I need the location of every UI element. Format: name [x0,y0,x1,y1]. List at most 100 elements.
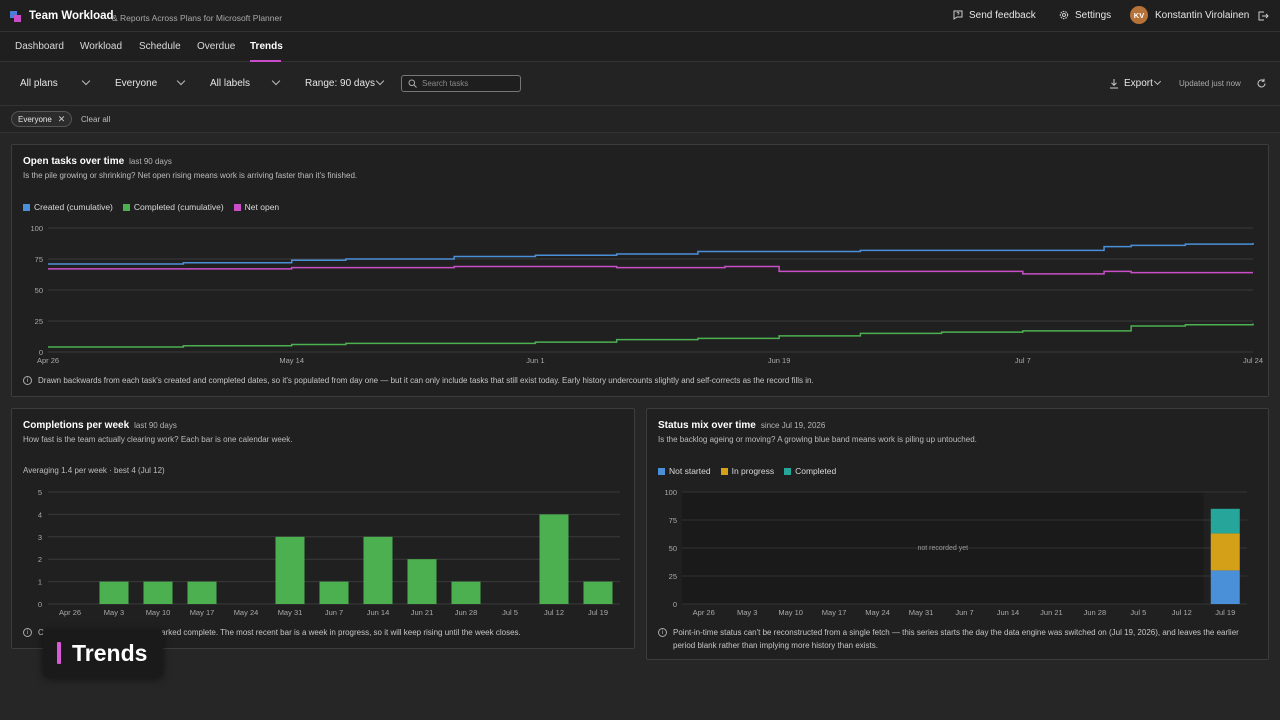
export-button[interactable]: Export [1124,78,1153,89]
x-tick-label: Jul 7 [1015,356,1031,365]
x-tick-label: Jul 19 [1215,608,1235,617]
bar [363,536,393,604]
completions-card: Completions per week last 90 days How fas… [11,408,635,649]
chevron-down-icon[interactable] [1153,77,1162,86]
badge-label: Trends [72,640,148,666]
x-tick-label: May 14 [279,356,304,365]
chevron-down-icon[interactable] [271,76,281,86]
x-tick-label: Jun 14 [997,608,1020,617]
completions-note-text: Counts a task in the week it was marked … [38,628,521,637]
updated-status: Updated just now [1179,79,1241,88]
x-tick-label: Jul 12 [1172,608,1192,617]
y-tick-label: 25 [35,317,43,326]
clear-all-link[interactable]: Clear all [81,115,111,124]
chevron-down-icon[interactable] [176,76,186,86]
open-tasks-note-text: Drawn backwards from each task's created… [38,376,814,385]
completions-bar-chart: 0 1 2 3 4 5 Apr 26 May 3 May 10 May 17 May 24 May 3… [38,488,620,617]
tab-trends[interactable]: Trends [250,41,283,52]
x-tick-label: Jul 12 [544,608,564,617]
y-tick-label: 50 [35,286,43,295]
x-tick-label: May 31 [278,608,303,617]
tab-schedule[interactable]: Schedule [139,41,181,52]
filter-bar: All plans Everyone All labels Range: 90 … [0,62,1280,106]
x-tick-label: Jun 28 [455,608,478,617]
tab-dashboard[interactable]: Dashboard [15,41,64,52]
y-tick-label: 100 [30,224,43,233]
tab-overdue[interactable]: Overdue [197,41,236,52]
tab-workload[interactable]: Workload [80,41,123,52]
chevron-down-icon[interactable] [375,76,385,86]
x-tick-label: Jun 21 [411,608,434,617]
feedback-icon [953,10,963,20]
legend-label: Completed (cumulative) [133,202,224,212]
settings-button[interactable]: Settings [1058,9,1111,21]
chevron-down-icon[interactable] [81,76,91,86]
bar [451,581,481,604]
stacked-bar-segment [1210,508,1240,534]
x-tick-label: Apr 26 [693,608,715,617]
badge-accent-bar [57,642,61,664]
series-line-net-open [48,265,1253,275]
legend-swatch [784,467,792,475]
legend-label: Not started [669,466,711,476]
stacked-bar-segment [1210,570,1240,604]
series-line-created-cumulative [48,242,1254,265]
settings-label: Settings [1075,9,1112,21]
x-tick-label: May 17 [822,608,847,617]
sign-out-icon[interactable] [1257,10,1269,22]
legend-item-completed: Completed [784,466,836,476]
labels-filter[interactable]: All labels [210,78,251,89]
top-bar: Team Workload & Reports Across Plans for… [0,0,1280,32]
legend-swatch [720,467,728,475]
y-tick-label: 5 [38,488,42,497]
legend-label: Created (cumulative) [34,202,113,212]
send-feedback-button[interactable]: Send feedback [952,9,1036,21]
bar [539,514,569,604]
refresh-icon[interactable] [1256,78,1267,89]
completions-summary: Averaging 1.4 per week · best 4 (Jul 12) [23,466,165,475]
user-menu[interactable]: KV Konstantin Virolainen [1130,6,1249,24]
status-mix-stacked-chart: 0 25 50 75 100 not recorded yet Apr 26 May 3 May… [664,488,1247,617]
plans-filter[interactable]: All plans [20,78,58,89]
close-icon[interactable]: ✕ [57,113,66,124]
x-tick-label: Jun 21 [1040,608,1063,617]
legend-swatch [233,203,241,211]
info-icon: i [23,376,32,385]
y-tick-label: 75 [35,255,43,264]
status-mix-legend: Not started In progress Completed [658,466,836,476]
filter-chip-everyone[interactable]: Everyone ✕ [11,111,73,127]
x-tick-label: May 24 [865,608,890,617]
legend-label: Net open [244,202,280,212]
people-filter[interactable]: Everyone [115,78,158,89]
download-icon[interactable] [1109,78,1119,89]
bar [143,581,173,604]
gear-icon [1059,10,1069,20]
card-title: Status mix over time since Jul 19, 2026 [658,420,825,431]
stacked-bar-segment [1210,533,1240,571]
bar [275,536,305,604]
open-tasks-card: Open tasks over time last 90 days Is the … [11,144,1269,397]
x-tick-label: Jun 7 [955,608,973,617]
open-tasks-note: i Drawn backwards from each task's creat… [23,374,1253,387]
search-input[interactable]: Search tasks [401,75,521,92]
bar [187,581,217,604]
active-filters-bar: Everyone ✕ Clear all [0,106,1280,133]
open-tasks-period: last 90 days [129,157,172,166]
section-badge: Trends [43,629,163,677]
card-title: Completions per week last 90 days [23,420,177,431]
nav-tabs: Dashboard Workload Schedule Overdue Tren… [0,32,1280,62]
legend-item-completed: Completed (cumulative) [122,202,224,212]
status-mix-title: Status mix over time [658,420,756,431]
completions-period: last 90 days [134,421,177,430]
x-tick-label: May 10 [778,608,803,617]
range-filter[interactable]: Range: 90 days [305,78,376,89]
x-tick-label: May 17 [190,608,215,617]
bar [319,581,349,604]
status-mix-note: i Point-in-time status can't be reconstr… [658,626,1258,652]
legend-swatch [658,467,665,475]
legend-swatch [23,203,30,211]
x-tick-label: Jun 7 [325,608,343,617]
y-tick-label: 0 [38,600,42,609]
y-tick-label: 3 [38,533,42,542]
open-tasks-title: Open tasks over time [23,156,125,167]
